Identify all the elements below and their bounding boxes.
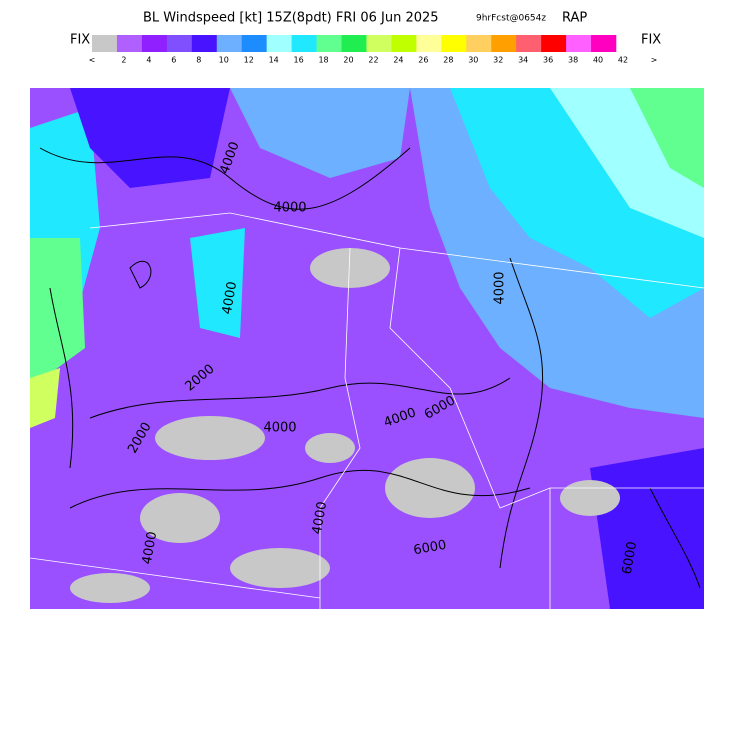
legend-swatch xyxy=(316,35,342,52)
legend-swatch xyxy=(366,35,392,52)
legend-label: 24 xyxy=(393,56,403,65)
legend-swatch xyxy=(141,35,168,52)
legend-label: 20 xyxy=(343,56,353,65)
contour-label: 4000 xyxy=(310,500,331,535)
legend-label: 40 xyxy=(593,56,603,65)
legend-label: 26 xyxy=(418,56,428,65)
forecast-label: 9hrFcst@0654z xyxy=(476,14,546,24)
legend-label: 8 xyxy=(196,56,201,65)
contours xyxy=(39,147,701,589)
contour-label: 4000 xyxy=(493,271,508,304)
legend-label: 12 xyxy=(244,56,254,65)
legend-swatch xyxy=(416,35,442,52)
field-valley xyxy=(190,228,245,338)
field-north-blue xyxy=(230,88,410,178)
legend-label: 36 xyxy=(543,56,553,65)
legend-swatch xyxy=(441,35,467,52)
legend-swatch xyxy=(591,35,617,52)
borders xyxy=(30,212,704,609)
legend-swatch xyxy=(516,35,542,52)
legend-swatch xyxy=(341,35,367,52)
contour-label: 4000 xyxy=(263,421,296,436)
field-green xyxy=(630,88,704,188)
field-calm xyxy=(70,248,620,603)
contour-label: 6000 xyxy=(620,540,641,575)
legend-label: 16 xyxy=(294,56,304,65)
contour-label: 4000 xyxy=(273,201,306,216)
field-se-dark xyxy=(590,448,704,609)
field-north-dark xyxy=(70,88,230,188)
legend-label: 30 xyxy=(468,56,478,65)
legend-swatch xyxy=(116,35,143,52)
legend-swatch xyxy=(391,35,417,52)
legend: <2 4 6 8 10 12 14 16 18 20 22 24 26 28 30 32 34 36 38 40 42 > xyxy=(89,35,658,65)
legend-swatch xyxy=(216,35,243,52)
field-coast-yellow xyxy=(30,368,60,428)
legend-label: < xyxy=(89,56,96,65)
title: BL Windspeed [kt] 15Z(8pdt) FRI 06 Jun 2… xyxy=(143,11,587,26)
legend-label: 22 xyxy=(368,56,378,65)
legend-swatch xyxy=(191,35,218,52)
legend-swatch xyxy=(566,35,592,52)
legend-left-label: FIX xyxy=(70,33,90,48)
legend-label: 6 xyxy=(171,56,176,65)
title-main: BL Windspeed [kt] 15Z(8pdt) FRI 06 Jun 2… xyxy=(143,11,439,26)
legend-label: 28 xyxy=(443,56,453,65)
legend-swatch xyxy=(466,35,492,52)
legend-swatch xyxy=(541,35,567,52)
contour-label: 4000 xyxy=(220,280,241,315)
legend-label: 42 xyxy=(618,56,628,65)
legend-label: 34 xyxy=(518,56,528,65)
legend-label: 14 xyxy=(269,56,279,65)
contour-label: 6000 xyxy=(412,538,447,559)
contour-label: 4000 xyxy=(140,530,161,565)
legend-swatch xyxy=(92,35,118,52)
legend-label: 18 xyxy=(318,56,328,65)
legend-swatch xyxy=(241,35,267,52)
legend-right-label: FIX xyxy=(641,33,661,48)
model-label: RAP xyxy=(562,11,587,26)
legend-swatch xyxy=(266,35,292,52)
legend-label: 4 xyxy=(146,56,151,65)
legend-label: 2 xyxy=(121,56,126,65)
field-coast-green xyxy=(30,238,85,388)
legend-label: > xyxy=(651,56,658,65)
legend-swatch xyxy=(491,35,517,52)
legend-swatch xyxy=(291,35,317,52)
legend-label: 38 xyxy=(568,56,578,65)
legend-swatch xyxy=(166,35,193,52)
legend-label: 10 xyxy=(219,56,229,65)
legend-label: 32 xyxy=(493,56,503,65)
